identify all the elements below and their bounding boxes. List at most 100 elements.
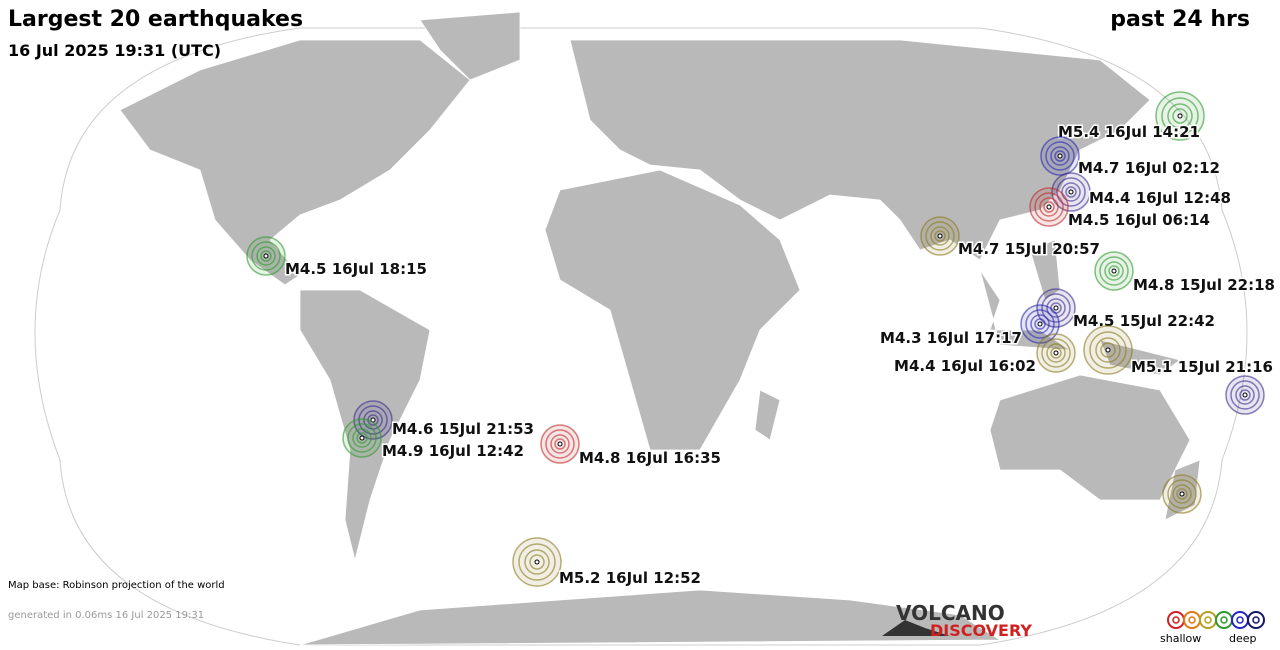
marker-ring [1034,318,1046,330]
marker-ring [1089,331,1127,369]
legend-circle-inner [1172,616,1180,624]
earthquake-label: M4.4 16Jul 12:48 [1089,189,1231,207]
marker-core [1111,268,1117,274]
legend-circle-inner [1252,616,1260,624]
marker-ring [356,432,368,444]
marker-ring [1043,201,1055,213]
generated: generated in 0.06ms 16 Jul 2025 19:31 [8,610,204,621]
marker-ring [251,241,281,271]
marker-ring [1045,141,1075,171]
marker-core [1242,392,1248,398]
marker-ring [518,543,556,581]
legend-circle [1183,611,1201,629]
marker-ring [524,549,550,575]
earthquake-marker [1225,375,1265,415]
earthquakes: M5.4 16Jul 14:21 M4.7 16Jul 02:12 M4.4 16J… [246,91,1276,589]
earthquake-marker [246,236,286,276]
marker-ring [1108,265,1120,277]
earthquake-marker [1094,251,1134,291]
logo-line2: DISCOVERY [930,621,1032,640]
earthquake-label: M4.7 16Jul 02:12 [1078,159,1220,177]
earthquake-label: M5.2 16Jul 12:52 [559,569,701,587]
period: past 24 hrs [1110,7,1250,32]
earthquake-marker [1040,136,1080,176]
earthquake-marker [1083,325,1133,375]
marker-ring [930,226,950,246]
earthquake-label: M5.1 15Jul 21:16 [1131,358,1273,376]
logo-line1: VOLCANO [896,601,1005,625]
marker-core [937,233,943,239]
earthquake-marker [1036,333,1076,373]
legend-circle-inner [1204,616,1212,624]
marker-ring [1046,298,1066,318]
marker-ring [1172,484,1192,504]
marker-ring [1100,342,1116,358]
marker-ring [1095,337,1121,363]
earthquake-marker [1029,187,1069,227]
land [119,11,1201,646]
marker-ring [358,405,388,435]
map-base: Map base: Robinson projection of the wor… [8,580,225,591]
legend [1167,611,1265,629]
legend-shallow: shallow [1160,632,1201,645]
marker-core [1037,321,1043,327]
marker-ring [347,423,377,453]
logo-icon [882,620,950,636]
marker-ring [1041,293,1071,323]
marker-ring [1230,380,1260,410]
earthquake-label: M4.4 16Jul 16:02 [894,357,1036,375]
legend-circle-inner [1220,616,1228,624]
earthquake-label: M4.5 15Jul 22:42 [1073,312,1215,330]
marker-core [1057,153,1063,159]
legend-circle [1215,611,1233,629]
marker-ring [545,429,575,459]
marker-ring [1065,186,1077,198]
marker-ring [1104,261,1124,281]
earthquake-label: M4.6 15Jul 21:53 [392,420,534,438]
earthquake-label: M4.8 16Jul 16:35 [579,449,721,467]
marker-ring [1030,314,1050,334]
marker-core [1053,350,1059,356]
marker-core [263,253,269,259]
marker-ring [925,221,955,251]
marker-ring [550,434,570,454]
legend-circle [1199,611,1217,629]
marker-core [1046,204,1052,210]
earthquake-marker [512,537,562,587]
earthquake-label: M4.5 16Jul 18:15 [285,260,427,278]
marker-ring [1050,146,1070,166]
marker-ring [1034,192,1064,222]
earthquake-marker [1155,91,1205,141]
marker-ring [529,554,545,570]
timestamp: 16 Jul 2025 19:31 (UTC) [8,41,221,60]
marker-ring [1050,347,1062,359]
marker-ring [352,428,372,448]
marker-core [1105,347,1111,353]
marker-ring [934,230,946,242]
legend-deep: deep [1229,632,1257,645]
marker-ring [1172,108,1188,124]
legend-circle [1231,611,1249,629]
marker-core [534,559,540,565]
earthquake-marker [540,424,580,464]
marker-ring [1161,97,1199,135]
marker-ring [1235,385,1255,405]
marker-ring [1056,177,1086,207]
marker-core [359,435,365,441]
earthquake-marker [920,216,960,256]
marker-ring [1099,256,1129,286]
earthquake-marker [1162,474,1202,514]
marker-ring [260,250,272,262]
earthquake-label: M5.4 16Jul 14:21 [1058,123,1200,141]
title: Largest 20 earthquakes [8,7,303,32]
marker-core [1179,491,1185,497]
marker-ring [1039,197,1059,217]
marker-ring [1239,389,1251,401]
marker-core [557,441,563,447]
legend-circle [1167,611,1185,629]
marker-core [1053,305,1059,311]
marker-ring [1176,488,1188,500]
marker-core [1068,189,1074,195]
marker-ring [256,246,276,266]
